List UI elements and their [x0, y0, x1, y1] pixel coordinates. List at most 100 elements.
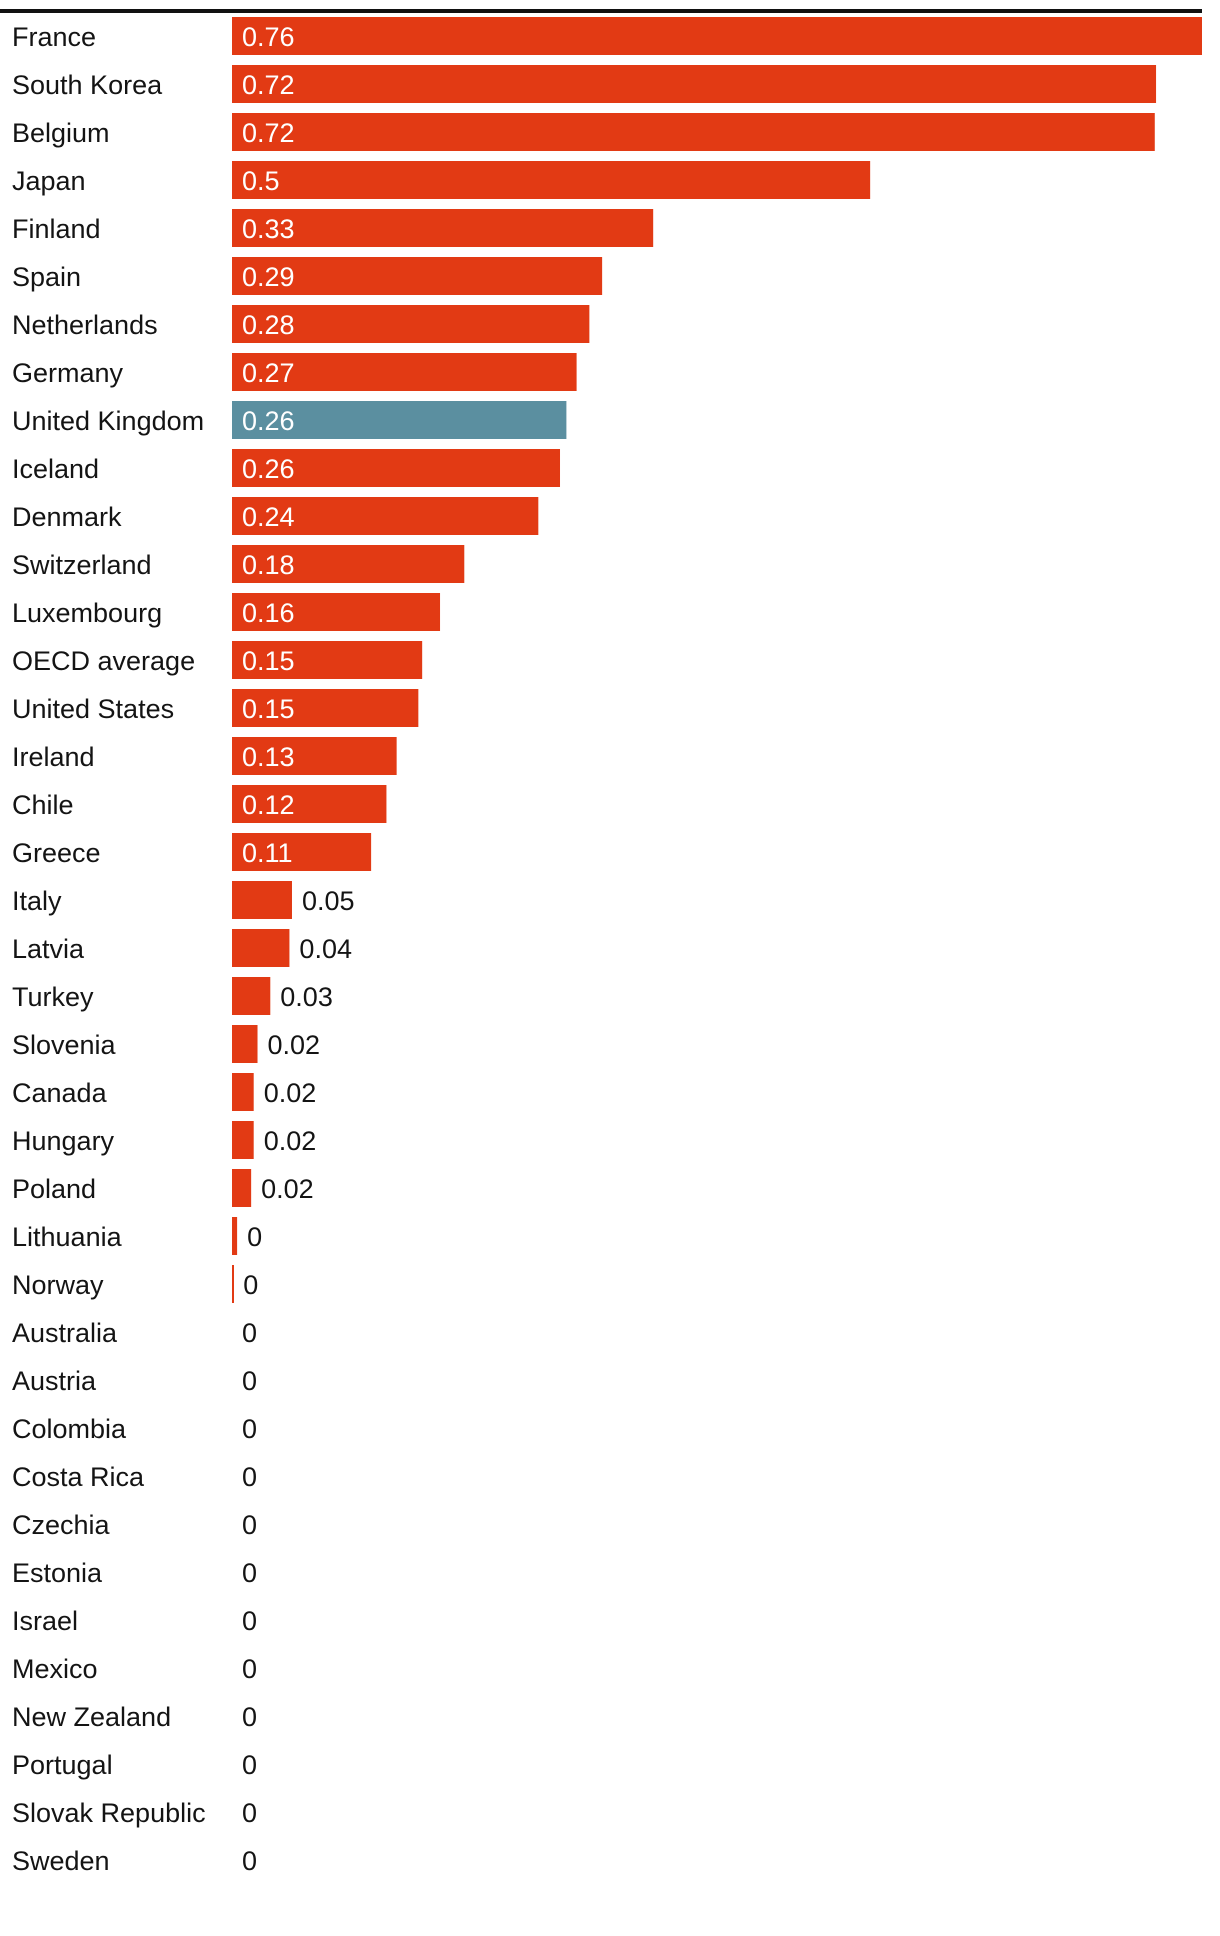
bar-norway: [232, 1265, 234, 1303]
category-label: Germany: [12, 358, 124, 388]
bar-row-mexico: Mexico 0: [12, 1654, 257, 1684]
bar-finland: [232, 209, 654, 247]
value-label: 0.05: [302, 886, 355, 916]
bar-row-spain: Spain 0.29: [12, 257, 603, 295]
bar-spain: [232, 257, 603, 295]
category-label: Ireland: [12, 742, 95, 772]
bar-row-luxembourg: Luxembourg 0.16: [12, 593, 441, 631]
value-label: 0.04: [299, 934, 352, 964]
bar-row-germany: Germany 0.27: [12, 353, 577, 391]
value-label: 0.5: [242, 166, 280, 196]
category-label: United States: [12, 694, 174, 724]
value-label: 0.76: [242, 22, 295, 52]
value-label: 0: [242, 1702, 257, 1732]
category-label: Luxembourg: [12, 598, 162, 628]
category-label: Netherlands: [12, 310, 158, 340]
category-label: Austria: [12, 1366, 97, 1396]
category-label: Slovak Republic: [12, 1798, 206, 1828]
bar-united-kingdom: [232, 401, 567, 439]
bar-row-austria: Austria 0: [12, 1366, 257, 1396]
value-label: 0.15: [242, 646, 295, 676]
bar-row-estonia: Estonia 0: [12, 1558, 257, 1588]
category-label: New Zealand: [12, 1702, 171, 1732]
bar-row-oecd-average: OECD average 0.15: [12, 641, 423, 679]
bar-greece: [232, 833, 372, 871]
value-label: 0.02: [264, 1078, 317, 1108]
bar-row-netherlands: Netherlands 0.28: [12, 305, 590, 343]
bar-row-sweden: Sweden 0: [12, 1846, 257, 1876]
value-label: 0.02: [261, 1174, 314, 1204]
category-label: Hungary: [12, 1126, 115, 1156]
category-label: Portugal: [12, 1750, 113, 1780]
category-label: Israel: [12, 1606, 78, 1636]
bar-row-latvia: Latvia 0.04: [12, 929, 352, 967]
value-label: 0.02: [264, 1126, 317, 1156]
value-label: 0: [242, 1606, 257, 1636]
bar-row-france: France 0.76: [12, 17, 1202, 55]
bar-row-slovak-republic: Slovak Republic 0: [12, 1798, 257, 1828]
bar-row-canada: Canada 0.02: [12, 1073, 316, 1111]
bar-denmark: [232, 497, 539, 535]
bar-row-belgium: Belgium 0.72: [12, 113, 1155, 151]
bar-row-new-zealand: New Zealand 0: [12, 1702, 257, 1732]
value-label: 0.11: [242, 838, 293, 868]
category-label: Iceland: [12, 454, 99, 484]
category-label: Czechia: [12, 1510, 111, 1540]
category-label: United Kingdom: [12, 406, 204, 436]
category-label: France: [12, 22, 96, 52]
category-label: Sweden: [12, 1846, 110, 1876]
bar-row-denmark: Denmark 0.24: [12, 497, 539, 535]
value-label: 0.12: [242, 790, 295, 820]
value-label: 0: [242, 1366, 257, 1396]
category-label: Italy: [12, 886, 62, 916]
value-label: 0.26: [242, 406, 295, 436]
bar-netherlands: [232, 305, 590, 343]
value-label: 0.29: [242, 262, 295, 292]
bar-hungary: [232, 1121, 254, 1159]
category-label: Poland: [12, 1174, 96, 1204]
value-label: 0.26: [242, 454, 295, 484]
category-label: Canada: [12, 1078, 108, 1108]
bar-row-turkey: Turkey 0.03: [12, 977, 333, 1015]
bar-row-united-kingdom: United Kingdom 0.26: [12, 401, 567, 439]
value-label: 0.13: [242, 742, 295, 772]
category-label: Japan: [12, 166, 86, 196]
value-label: 0: [242, 1846, 257, 1876]
category-label: Denmark: [12, 502, 122, 532]
bar-row-chile: Chile 0.12: [12, 785, 387, 823]
value-label: 0.18: [242, 550, 295, 580]
bar-row-greece: Greece 0.11: [12, 833, 372, 871]
bar-slovenia: [232, 1025, 258, 1063]
bar-row-united-states: United States 0.15: [12, 689, 419, 727]
bar-japan: [232, 161, 871, 199]
value-label: 0: [242, 1558, 257, 1588]
bar-row-japan: Japan 0.5: [12, 161, 871, 199]
bar-chile: [232, 785, 387, 823]
value-label: 0.03: [280, 982, 333, 1012]
bar-ireland: [232, 737, 397, 775]
value-label: 0: [242, 1798, 257, 1828]
bar-row-costa-rica: Costa Rica 0: [12, 1462, 257, 1492]
category-label: Lithuania: [12, 1222, 123, 1252]
value-label: 0.33: [242, 214, 295, 244]
bar-france: [232, 17, 1202, 55]
value-label: 0.28: [242, 310, 295, 340]
bar-row-hungary: Hungary 0.02: [12, 1121, 316, 1159]
bar-row-iceland: Iceland 0.26: [12, 449, 561, 487]
value-label: 0.16: [242, 598, 295, 628]
bar-row-lithuania: Lithuania 0: [12, 1217, 262, 1255]
bar-lithuania: [232, 1217, 238, 1255]
category-label: Norway: [12, 1270, 104, 1300]
bar-row-switzerland: Switzerland 0.18: [12, 545, 465, 583]
category-label: Australia: [12, 1318, 118, 1348]
bar-row-italy: Italy 0.05: [12, 881, 355, 919]
bar-germany: [232, 353, 577, 391]
bar-row-israel: Israel 0: [12, 1606, 257, 1636]
bar-iceland: [232, 449, 561, 487]
category-label: Finland: [12, 214, 101, 244]
value-label: 0.27: [242, 358, 295, 388]
bar-turkey: [232, 977, 271, 1015]
category-label: Mexico: [12, 1654, 98, 1684]
bar-canada: [232, 1073, 254, 1111]
